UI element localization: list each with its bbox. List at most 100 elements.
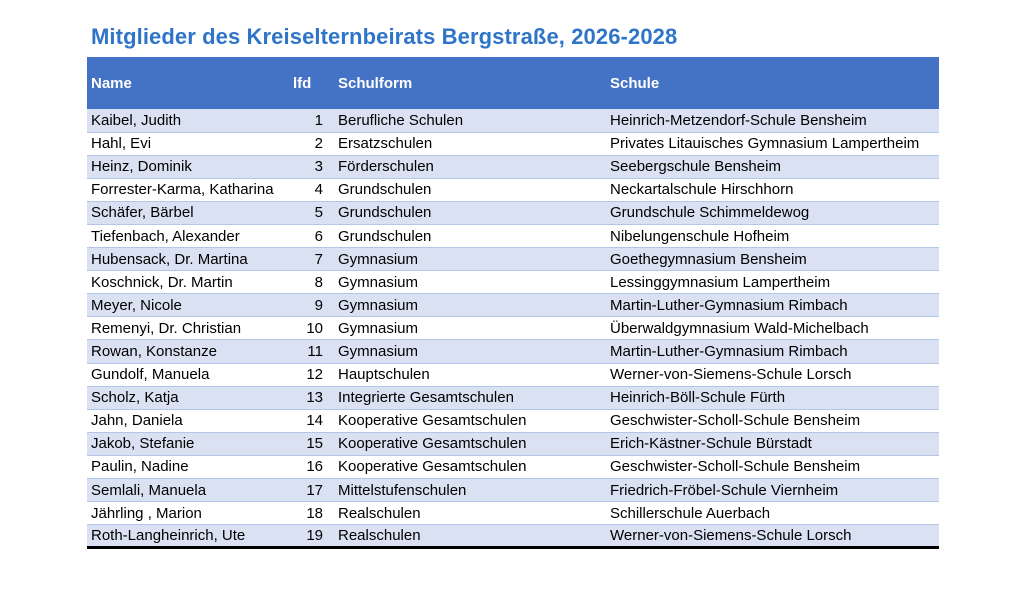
column-header-lfd: lfd — [293, 74, 312, 92]
cell-name: Jährling , Marion — [87, 501, 286, 526]
cell-schulform: Gymnasium — [334, 270, 606, 295]
table-row: Hubensack, Dr. Martina 7 Gymnasium Goethegy… — [87, 247, 939, 272]
cell-schule: Überwaldgymnasium Wald-Michelbach — [606, 316, 939, 341]
cell-schule: Heinrich-Böll-Schule Fürth — [606, 386, 939, 410]
table-row: Tiefenbach, Alexander 6 Grundschulen Nibelu… — [87, 224, 939, 249]
table-row: Semlali, Manuela 17 Mittelstufenschulen Fri… — [87, 478, 939, 503]
table-row: Paulin, Nadine 16 Kooperative Gesamtschule… — [87, 455, 939, 480]
cell-schulform: Kooperative Gesamtschulen — [334, 455, 606, 480]
column-header-schule: Schule — [610, 74, 660, 92]
cell-lfd: 1 — [286, 109, 334, 133]
cell-lfd: 16 — [286, 455, 334, 480]
cell-name: Hubensack, Dr. Martina — [87, 247, 286, 272]
table-row: Roth-Langheinrich, Ute 19 Realschulen Werne… — [87, 524, 939, 550]
cell-lfd: 15 — [286, 432, 334, 456]
cell-schulform: Berufliche Schulen — [334, 109, 606, 133]
cell-schulform: Realschulen — [334, 501, 606, 526]
cell-lfd: 13 — [286, 386, 334, 410]
table-body: Kaibel, Judith 1 Berufliche Schulen Heinric… — [87, 109, 939, 550]
cell-name: Heinz, Dominik — [87, 155, 286, 179]
cell-schule: Erich-Kästner-Schule Bürstadt — [606, 432, 939, 456]
cell-lfd: 3 — [286, 155, 334, 179]
cell-schulform: Förderschulen — [334, 155, 606, 179]
table-row: Jährling , Marion 18 Realschulen Schillersc… — [87, 501, 939, 526]
cell-schulform: Grundschulen — [334, 178, 606, 202]
cell-schule: Nibelungenschule Hofheim — [606, 224, 939, 249]
cell-lfd: 4 — [286, 178, 334, 202]
cell-schulform: Integrierte Gesamtschulen — [334, 386, 606, 410]
cell-schule: Heinrich-Metzendorf-Schule Bensheim — [606, 109, 939, 133]
table-row: Meyer, Nicole 9 Gymnasium Martin-Luther-Gym… — [87, 293, 939, 318]
cell-schule: Werner-von-Siemens-Schule Lorsch — [606, 524, 939, 550]
members-table: Name lfd Schulform Schule Kaibel, Judith… — [87, 57, 939, 550]
cell-schulform: Gymnasium — [334, 247, 606, 272]
members-table-container: Name lfd Schulform Schule Kaibel, Judith… — [87, 57, 939, 550]
cell-schulform: Gymnasium — [334, 293, 606, 318]
column-header-schulform: Schulform — [338, 74, 413, 92]
cell-schule: Neckartalschule Hirschhorn — [606, 178, 939, 202]
table-row: Kaibel, Judith 1 Berufliche Schulen Heinric… — [87, 109, 939, 133]
cell-lfd: 17 — [286, 478, 334, 503]
cell-name: Remenyi, Dr. Christian — [87, 316, 286, 341]
cell-name: Meyer, Nicole — [87, 293, 286, 318]
table-row: Gundolf, Manuela 12 Hauptschulen Werner-von… — [87, 363, 939, 387]
cell-name: Tiefenbach, Alexander — [87, 224, 286, 249]
cell-schulform: Hauptschulen — [334, 363, 606, 387]
cell-lfd: 19 — [286, 524, 334, 550]
table-header: Name lfd Schulform Schule — [87, 57, 939, 109]
cell-schule: Grundschule Schimmeldewog — [606, 201, 939, 225]
cell-name: Koschnick, Dr. Martin — [87, 270, 286, 295]
cell-lfd: 5 — [286, 201, 334, 225]
cell-lfd: 10 — [286, 316, 334, 341]
cell-schule: Goethegymnasium Bensheim — [606, 247, 939, 272]
table-row: Jahn, Daniela 14 Kooperative Gesamtschulen… — [87, 409, 939, 433]
cell-schulform: Kooperative Gesamtschulen — [334, 432, 606, 456]
cell-schule: Werner-von-Siemens-Schule Lorsch — [606, 363, 939, 387]
cell-schule: Friedrich-Fröbel-Schule Viernheim — [606, 478, 939, 503]
cell-name: Schäfer, Bärbel — [87, 201, 286, 225]
cell-schule: Geschwister-Scholl-Schule Bensheim — [606, 455, 939, 480]
cell-lfd: 6 — [286, 224, 334, 249]
cell-name: Jakob, Stefanie — [87, 432, 286, 456]
cell-name: Kaibel, Judith — [87, 109, 286, 133]
cell-name: Semlali, Manuela — [87, 478, 286, 503]
cell-name: Forrester-Karma, Katharina — [87, 178, 286, 202]
table-row: Remenyi, Dr. Christian 10 Gymnasium Überwal… — [87, 316, 939, 341]
cell-lfd: 7 — [286, 247, 334, 272]
cell-schulform: Mittelstufenschulen — [334, 478, 606, 503]
cell-schule: Privates Litauisches Gymnasium Lamperthe… — [606, 132, 939, 156]
table-row: Hahl, Evi 2 Ersatzschulen Privates Litauisc… — [87, 132, 939, 156]
cell-schulform: Grundschulen — [334, 201, 606, 225]
cell-lfd: 8 — [286, 270, 334, 295]
header-row: Name lfd Schulform Schule — [87, 57, 939, 109]
cell-schule: Martin-Luther-Gymnasium Rimbach — [606, 293, 939, 318]
cell-name: Roth-Langheinrich, Ute — [87, 524, 286, 550]
cell-lfd: 9 — [286, 293, 334, 318]
cell-lfd: 18 — [286, 501, 334, 526]
page-title: Mitglieder des Kreiselternbeirats Bergst… — [91, 24, 678, 49]
table-row: Forrester-Karma, Katharina 4 Grundschulen N… — [87, 178, 939, 202]
cell-name: Hahl, Evi — [87, 132, 286, 156]
table-row: Koschnick, Dr. Martin 8 Gymnasium Lessinggy… — [87, 270, 939, 295]
cell-name: Paulin, Nadine — [87, 455, 286, 480]
cell-name: Gundolf, Manuela — [87, 363, 286, 387]
cell-lfd: 2 — [286, 132, 334, 156]
cell-lfd: 11 — [286, 339, 334, 364]
cell-schule: Seebergschule Bensheim — [606, 155, 939, 179]
cell-name: Scholz, Katja — [87, 386, 286, 410]
table-row: Scholz, Katja 13 Integrierte Gesamtschulen… — [87, 386, 939, 410]
table-row: Schäfer, Bärbel 5 Grundschulen Grundschule … — [87, 201, 939, 225]
cell-name: Rowan, Konstanze — [87, 339, 286, 364]
cell-schule: Martin-Luther-Gymnasium Rimbach — [606, 339, 939, 364]
cell-schule: Geschwister-Scholl-Schule Bensheim — [606, 409, 939, 433]
cell-schulform: Gymnasium — [334, 316, 606, 341]
table-row: Rowan, Konstanze 11 Gymnasium Martin-Luther… — [87, 339, 939, 364]
cell-schulform: Gymnasium — [334, 339, 606, 364]
cell-schulform: Realschulen — [334, 524, 606, 550]
table-row: Jakob, Stefanie 15 Kooperative Gesamtschul… — [87, 432, 939, 456]
cell-schule: Schillerschule Auerbach — [606, 501, 939, 526]
cell-schule: Lessinggymnasium Lampertheim — [606, 270, 939, 295]
cell-lfd: 12 — [286, 363, 334, 387]
cell-schulform: Grundschulen — [334, 224, 606, 249]
column-header-name: Name — [91, 74, 132, 92]
